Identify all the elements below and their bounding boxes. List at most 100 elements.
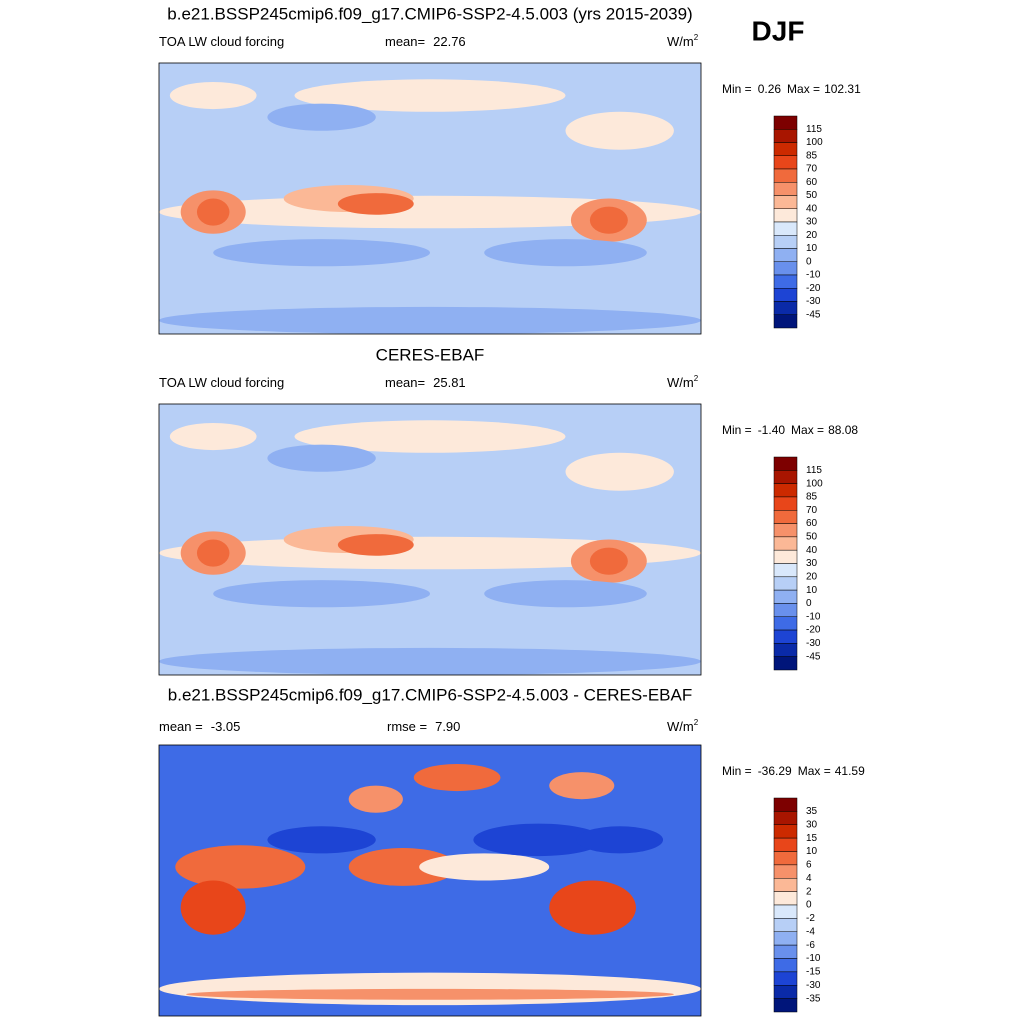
- season-label: DJF: [752, 15, 805, 46]
- colorbar-label: -4: [806, 926, 815, 937]
- colorbar-box: [773, 483, 798, 498]
- field-blob: [589, 206, 628, 234]
- subtitle-left: mean = -3.05: [159, 719, 240, 734]
- colorbar-box: [773, 496, 798, 511]
- units-sup: 2: [694, 33, 699, 42]
- field-blob: [267, 826, 376, 854]
- colorbar-label: 10: [806, 585, 818, 596]
- units: W/m2: [667, 33, 699, 49]
- colorbar-box: [773, 797, 798, 812]
- max-label: Max =: [798, 764, 831, 778]
- colorbar-label: 115: [806, 124, 822, 135]
- colorbar-box: [773, 629, 798, 644]
- min-label: Min =: [722, 764, 752, 778]
- colorbar-label: 40: [806, 545, 818, 556]
- colorbar-box: [773, 904, 798, 919]
- colorbar-box: [773, 288, 798, 302]
- map-field: [159, 763, 701, 1006]
- subtitle-left-label: mean =: [159, 719, 203, 734]
- map-frame: [158, 403, 702, 676]
- field-blob: [159, 306, 701, 334]
- colorbar-box: [773, 195, 798, 209]
- min-value: -1.40: [758, 423, 786, 437]
- colorbar-box: [773, 864, 798, 879]
- colorbar-label: 35: [806, 806, 818, 817]
- field-blob: [348, 785, 403, 813]
- field-blob: [267, 444, 376, 472]
- min-value: -36.29: [758, 764, 792, 778]
- field-blob: [169, 81, 257, 110]
- colorbar-label: 115: [806, 465, 822, 476]
- field-blob: [267, 103, 376, 131]
- colorbar-box: [773, 155, 798, 170]
- colorbar-box: [773, 958, 798, 973]
- map-field: [159, 420, 701, 675]
- colorbar-label: 0: [806, 598, 812, 609]
- map: [158, 744, 702, 1017]
- min-label: Min =: [722, 423, 752, 437]
- colorbar-box: [773, 142, 798, 156]
- field-blob: [294, 420, 566, 453]
- subtitle-left-label: TOA LW cloud forcing: [159, 34, 284, 49]
- colorbar-label: -2: [806, 913, 815, 924]
- colorbar-label: 85: [806, 492, 818, 503]
- colorbar-label: -45: [806, 651, 821, 662]
- colorbar-label: -30: [806, 980, 821, 991]
- map-frame: [158, 744, 702, 1017]
- colorbar-box: [773, 576, 798, 591]
- colorbar-label: 20: [806, 230, 818, 241]
- colorbar-box: [773, 221, 798, 236]
- colorbar-box: [773, 851, 798, 866]
- subtitle-center: rmse = 7.90: [387, 719, 460, 734]
- units-sup: 2: [694, 718, 699, 727]
- colorbar-box: [773, 510, 798, 524]
- colorbar-label: 40: [806, 203, 818, 214]
- field-blob: [484, 239, 647, 267]
- colorbar-label: -20: [806, 283, 821, 294]
- colorbar-box: [773, 456, 798, 471]
- field-blob: [473, 823, 604, 857]
- colorbar-box: [773, 274, 798, 289]
- colorbar-label: -10: [806, 270, 821, 281]
- colorbar-box: [773, 944, 798, 959]
- colorbar-label: 0: [806, 256, 812, 267]
- colorbar-box: [773, 971, 798, 986]
- max-label: Max =: [791, 423, 824, 437]
- map-frame: [158, 62, 702, 335]
- colorbar-label: 70: [806, 505, 818, 516]
- subtitle-left-value: -3.05: [211, 719, 241, 734]
- units-base: W/m: [667, 375, 694, 390]
- subtitle-center-value: 22.76: [433, 34, 466, 49]
- field-blob: [159, 647, 701, 675]
- field-blob: [565, 452, 674, 491]
- colorbar-label: 15: [806, 833, 818, 844]
- colorbar-label: 100: [806, 478, 823, 489]
- colorbar-label: 0: [806, 900, 812, 911]
- colorbar-box: [773, 549, 798, 564]
- max-value: 102.31: [824, 82, 861, 96]
- panel-title: b.e21.BSSP245cmip6.f09_g17.CMIP6-SSP2-4.…: [168, 685, 692, 704]
- colorbar-box: [773, 536, 798, 551]
- min-max: Min = -36.29 Max = 41.59: [722, 764, 865, 778]
- max-value: 88.08: [828, 423, 858, 437]
- colorbar-label: 30: [806, 217, 818, 228]
- colorbar-box: [773, 811, 798, 825]
- colorbar-box: [773, 837, 798, 852]
- colorbar-box: [773, 603, 798, 617]
- field-blob: [549, 772, 615, 800]
- colorbar-label: 50: [806, 532, 818, 543]
- colorbar-box: [773, 931, 798, 946]
- subtitle-center: mean= 25.81: [385, 375, 466, 390]
- colorbar-label: -35: [806, 993, 821, 1004]
- map-field: [159, 79, 701, 334]
- min-max: Min = 0.26 Max = 102.31: [722, 82, 861, 96]
- colorbar-box: [773, 129, 798, 143]
- colorbar-box: [773, 168, 798, 183]
- field-blob: [196, 539, 230, 567]
- field-blob: [419, 853, 550, 881]
- max-label: Max =: [787, 82, 820, 96]
- colorbar-box: [773, 563, 798, 578]
- min-value: 0.26: [758, 82, 782, 96]
- colorbar-label: 10: [806, 846, 818, 857]
- colorbar-box: [773, 301, 798, 315]
